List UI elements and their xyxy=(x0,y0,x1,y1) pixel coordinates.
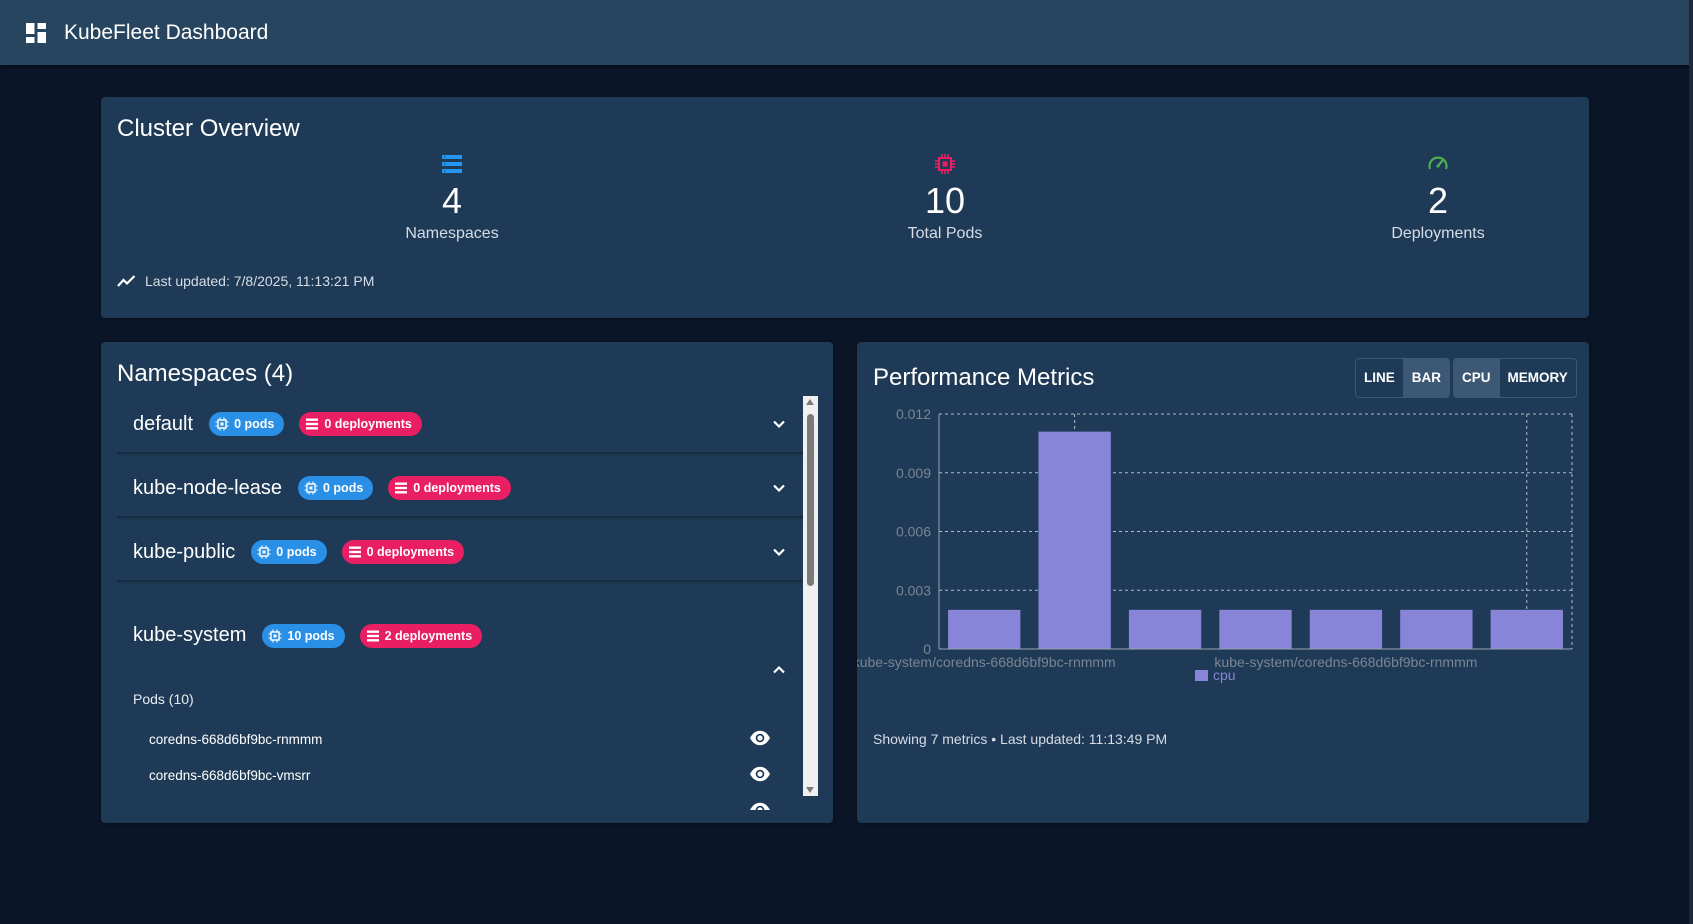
eye-icon[interactable] xyxy=(749,730,771,746)
eye-icon[interactable] xyxy=(749,802,771,810)
namespace-list[interactable]: default 0 pods 0 deployments kube-node-l… xyxy=(117,396,803,810)
memory-metric-button[interactable]: MEMORY xyxy=(1507,370,1568,385)
metric-type-toggle: CPU MEMORY xyxy=(1453,358,1577,398)
cpu-chip-icon xyxy=(257,545,271,559)
list-icon xyxy=(366,630,379,642)
bar-1 xyxy=(1038,431,1111,649)
stat-total-pods: 10 Total Pods xyxy=(795,153,1095,243)
performance-metrics-title: Performance Metrics xyxy=(873,364,1095,391)
namespace-accordion-kube-public[interactable]: kube-public 0 pods 0 deployments xyxy=(117,524,803,581)
pods-badge-label: 0 pods xyxy=(276,545,317,559)
namespaces-count: 4 xyxy=(441,180,463,221)
chart-type-toggle: LINE BAR xyxy=(1355,358,1451,398)
namespace-list-icon xyxy=(442,155,462,173)
cpu-chip-icon xyxy=(268,629,282,643)
last-updated-text: Last updated: 7/8/2025, 11:13:21 PM xyxy=(145,273,375,289)
deployments-badge: 0 deployments xyxy=(388,476,511,500)
bar-5 xyxy=(1400,609,1473,649)
bar-3 xyxy=(1219,609,1292,649)
scroll-up-arrow[interactable] xyxy=(806,399,814,405)
legend-label-cpu: cpu xyxy=(1213,667,1236,683)
deployments-badge-label: 0 deployments xyxy=(366,545,455,559)
cpu-metric-button[interactable]: CPU xyxy=(1454,359,1500,397)
pod-list-item-partial xyxy=(117,793,803,810)
y-tick-label: 0.003 xyxy=(896,582,931,598)
cpu-chip-icon xyxy=(304,481,318,495)
deployments-badge: 2 deployments xyxy=(359,624,483,648)
deployments-badge-label: 0 deployments xyxy=(413,481,501,495)
list-icon xyxy=(306,418,319,430)
namespaces-title: Namespaces (4) xyxy=(117,360,294,387)
app-bar: KubeFleet Dashboard xyxy=(0,0,1693,65)
pod-name: coredns-668d6bf9bc-rnmmm xyxy=(149,731,323,747)
trending-up-icon xyxy=(117,275,136,287)
stat-namespaces: 4 Namespaces xyxy=(302,153,602,243)
x-tick-label: kube-system/coredns-668d6bf9bc-rnmmm xyxy=(857,654,1116,670)
performance-metrics-card: Performance Metrics LINE BAR CPU MEMORY … xyxy=(857,342,1589,823)
chevron-up-icon[interactable] xyxy=(769,660,789,680)
page-scrollbar[interactable] xyxy=(1689,0,1693,924)
bar-4 xyxy=(1309,609,1383,649)
pod-list-item: coredns-668d6bf9bc-vmsrr xyxy=(117,757,803,793)
y-tick-label: 0.009 xyxy=(896,465,931,481)
pods-badge-label: 10 pods xyxy=(287,629,335,643)
pod-list-item: coredns-668d6bf9bc-rnmmm xyxy=(117,721,803,757)
cpu-chip-icon xyxy=(935,154,955,174)
deployments-badge: 0 deployments xyxy=(341,540,465,564)
chevron-down-icon[interactable] xyxy=(769,414,789,434)
cluster-overview-title: Cluster Overview xyxy=(117,115,300,142)
namespace-accordion-kube-system[interactable]: kube-system 10 pods 2 deployments xyxy=(117,588,803,684)
bar-0 xyxy=(948,609,1021,649)
namespace-accordion-kube-node-lease[interactable]: kube-node-lease 0 pods 0 deployments xyxy=(117,460,803,517)
pods-badge: 0 pods xyxy=(298,476,374,500)
x-tick-label: kube-system/coredns-668d6bf9bc-rnmmm xyxy=(1214,654,1477,670)
deployments-badge-label: 0 deployments xyxy=(324,417,412,431)
metrics-footer: Showing 7 metrics • Last updated: 11:13:… xyxy=(873,731,1168,747)
line-chart-button[interactable]: LINE xyxy=(1356,359,1404,397)
pods-badge: 0 pods xyxy=(209,412,285,436)
pods-badge: 10 pods xyxy=(262,624,345,648)
list-icon xyxy=(348,546,361,558)
legend-swatch-cpu xyxy=(1195,670,1208,681)
total-pods-count: 10 xyxy=(924,180,966,221)
deployments-badge-label: 2 deployments xyxy=(384,629,473,643)
scrollbar-thumb[interactable] xyxy=(807,414,814,586)
deployments-badge: 0 deployments xyxy=(299,412,422,436)
dashboard-icon xyxy=(26,22,46,43)
bar-2 xyxy=(1128,609,1202,649)
namespaces-label: Namespaces xyxy=(405,225,499,242)
chevron-down-icon[interactable] xyxy=(769,478,789,498)
bar-6 xyxy=(1490,609,1563,649)
namespace-accordion-default[interactable]: default 0 pods 0 deployments xyxy=(117,396,803,453)
y-tick-label: 0.006 xyxy=(896,524,931,540)
namespace-list-scrollbar[interactable] xyxy=(803,396,818,796)
list-icon xyxy=(395,482,408,494)
cluster-overview-card: Cluster Overview 4 Namespaces 10 Total P… xyxy=(101,97,1589,318)
namespaces-card: Namespaces (4) default 0 pods 0 deployme… xyxy=(101,342,833,823)
cpu-chip-icon xyxy=(215,417,229,431)
stat-deployments: 2 Deployments xyxy=(1288,153,1588,243)
pods-badge-label: 0 pods xyxy=(323,481,364,495)
namespace-name: kube-node-lease xyxy=(133,476,282,499)
chevron-down-icon[interactable] xyxy=(769,542,789,562)
cpu-bar-chart: 0 0.003 0.006 0.009 0.012 kube-system/coredns… xyxy=(857,406,1573,683)
eye-icon[interactable] xyxy=(749,766,771,782)
pods-badge: 0 pods xyxy=(251,540,327,564)
y-tick-label: 0 xyxy=(923,641,931,657)
speedometer-icon xyxy=(1428,156,1448,170)
app-title: KubeFleet Dashboard xyxy=(64,20,269,44)
namespace-name: default xyxy=(133,412,194,435)
bar-chart-button[interactable]: BAR xyxy=(1403,359,1450,397)
deployments-count: 2 xyxy=(1427,180,1449,221)
pod-name: coredns-668d6bf9bc-vmsrr xyxy=(149,767,311,783)
deployments-label: Deployments xyxy=(1391,225,1485,242)
y-tick-label: 0.012 xyxy=(896,406,931,422)
pods-badge-label: 0 pods xyxy=(234,417,275,431)
namespace-name: kube-public xyxy=(133,540,236,563)
total-pods-label: Total Pods xyxy=(907,225,983,242)
scroll-down-arrow[interactable] xyxy=(806,787,814,793)
overview-last-updated: Last updated: 7/8/2025, 11:13:21 PM xyxy=(117,273,374,289)
pods-section-title: Pods (10) xyxy=(133,691,194,707)
namespace-name: kube-system xyxy=(133,624,247,646)
